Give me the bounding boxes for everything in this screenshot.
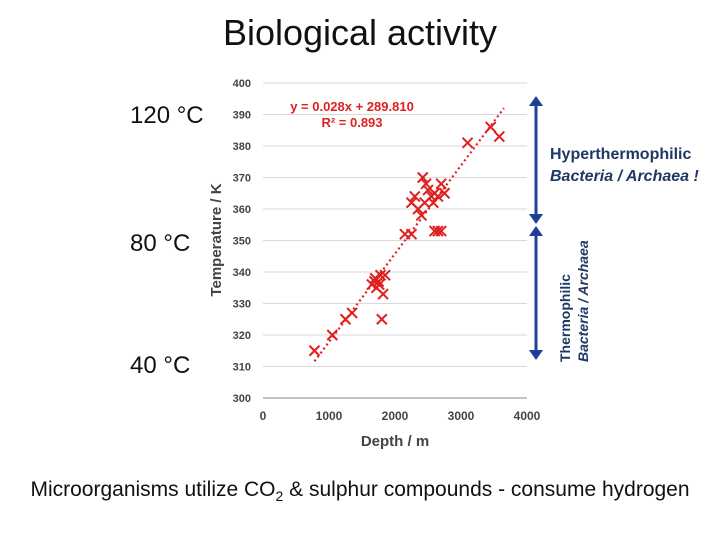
thermophilic-arrow <box>529 226 543 360</box>
slide-caption: Microorganisms utilize CO2 & sulphur com… <box>0 478 720 504</box>
y-tick-390: 390 <box>233 110 251 122</box>
x-axis-label: Depth / m <box>361 433 429 450</box>
x-tick-3000: 3000 <box>448 409 475 423</box>
hyperthermophilic-line2: Bacteria / Archaea ! <box>550 168 699 185</box>
y-tick-300: 300 <box>233 393 251 405</box>
slide-title: Biological activity <box>222 12 498 53</box>
data-point-22 <box>420 178 432 190</box>
x-tick-1000: 1000 <box>316 409 343 423</box>
y-tick-340: 340 <box>233 267 251 279</box>
hyperthermophilic-line1: Hyperthermophilic <box>550 146 692 163</box>
y-tick-360: 360 <box>233 204 251 216</box>
data-point-32 <box>435 225 447 237</box>
data-point-21 <box>417 171 429 184</box>
data-point-1 <box>326 329 339 341</box>
data-point-13 <box>379 269 391 281</box>
x-tick-labels: 0 1000 2000 3000 4000 <box>260 409 541 423</box>
data-point-25 <box>427 196 439 209</box>
hyperthermophilic-label: Hyperthermophilic Bacteria / Archaea ! <box>550 144 699 188</box>
x-tick-2000: 2000 <box>382 409 409 423</box>
thermophilic-arrow-head-top <box>529 226 543 236</box>
y-tick-labels: 300 310 320 330 340 350 360 370 380 390 400 <box>233 78 251 405</box>
data-point-4 <box>376 313 388 325</box>
temp-label-40: 40 °C <box>130 352 191 379</box>
trendline-equation: y = 0.028x + 289.810 <box>290 99 414 114</box>
data-point-11 <box>373 278 385 291</box>
caption-post: & sulphur compounds - consume hydrogen <box>283 478 690 501</box>
data-point-3 <box>346 307 358 319</box>
data-point-31 <box>432 225 444 237</box>
hyperthermophilic-arrow <box>529 96 543 224</box>
trendline-r2: R² = 0.893 <box>321 115 382 130</box>
y-tick-400: 400 <box>233 78 251 90</box>
thermophilic-arrow-head-bottom <box>529 350 543 360</box>
y-tick-310: 310 <box>233 362 251 374</box>
y-axis-label: Temperature / K <box>208 183 225 296</box>
data-point-12 <box>377 288 389 300</box>
data-point-17 <box>409 190 421 203</box>
chart-grid <box>263 82 527 367</box>
range-arrows <box>529 96 543 360</box>
data-point-15 <box>405 228 418 240</box>
thermophilic-label: Thermophilic Bacteria / Archaea <box>556 240 592 362</box>
temp-label-80: 80 °C <box>130 230 191 257</box>
y-tick-380: 380 <box>233 141 251 153</box>
data-point-23 <box>422 184 434 196</box>
hyperthermophilic-arrow-head-top <box>529 96 543 106</box>
hyperthermophilic-arrow-head-bottom <box>529 214 543 224</box>
data-point-35 <box>493 130 505 143</box>
data-point-0 <box>308 345 321 357</box>
data-point-28 <box>435 178 447 190</box>
data-point-27 <box>432 190 444 203</box>
caption-pre: Microorganisms utilize CO <box>30 478 276 501</box>
data-points <box>308 121 505 357</box>
y-tick-370: 370 <box>233 173 251 185</box>
temp-label-120: 120 °C <box>130 102 204 129</box>
data-point-19 <box>415 209 428 222</box>
data-point-34 <box>484 121 497 133</box>
y-tick-320: 320 <box>233 330 251 342</box>
thermophilic-line2: Bacteria / Archaea <box>575 240 591 362</box>
caption-sub: 2 <box>275 488 284 505</box>
data-point-33 <box>461 137 474 149</box>
x-tick-0: 0 <box>260 409 267 423</box>
data-point-29 <box>438 187 451 199</box>
x-tick-4000: 4000 <box>514 409 541 423</box>
y-tick-350: 350 <box>233 236 251 248</box>
y-tick-330: 330 <box>233 299 251 311</box>
thermophilic-line1: Thermophilic <box>557 274 573 362</box>
